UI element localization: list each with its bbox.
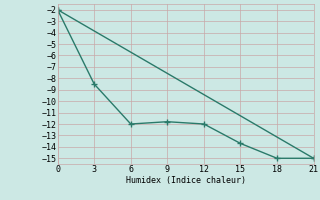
X-axis label: Humidex (Indice chaleur): Humidex (Indice chaleur) <box>125 176 246 185</box>
